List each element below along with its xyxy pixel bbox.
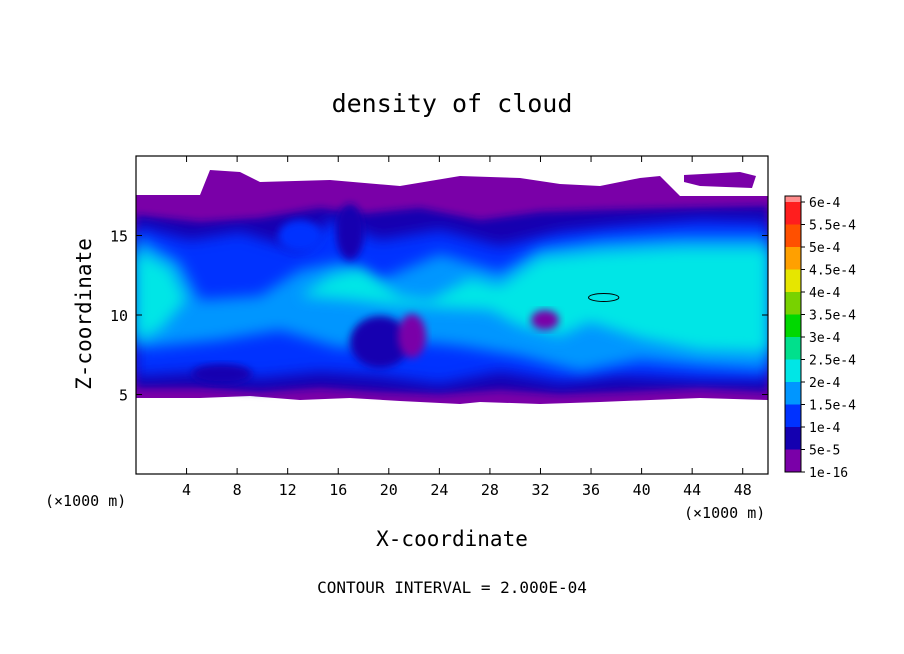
colorbar-label: 3.5e-4 — [809, 309, 856, 324]
chart-title: density of cloud — [332, 89, 573, 118]
colorbar-label: 4.5e-4 — [809, 264, 856, 279]
colorbar-swatch — [785, 359, 801, 382]
colorbar-swatch — [785, 427, 801, 450]
colorbar-label: 4e-4 — [809, 286, 840, 301]
x-tick-label: 36 — [582, 481, 600, 499]
x-tick-label: 28 — [481, 481, 499, 499]
colorbar-label: 2e-4 — [809, 376, 840, 391]
colorbar-label: 6e-4 — [809, 196, 840, 211]
colorbar-swatch — [785, 269, 801, 292]
x-unit-right: (×1000 m) — [684, 504, 765, 522]
core-contour-line — [588, 293, 620, 302]
y-tick-label: 10 — [110, 307, 128, 325]
colorbar-swatch — [785, 337, 801, 360]
eddy — [192, 364, 252, 384]
colorbar-label: 1e-4 — [809, 421, 840, 436]
x-tick-label: 20 — [380, 481, 398, 499]
colorbar-swatch-top — [785, 196, 801, 202]
colorbar-label: 5e-5 — [809, 444, 840, 459]
x-axis: 4 8 12 16 20 24 28 32 36 40 44 48 — [182, 156, 752, 499]
colorbar-label: 1e-16 — [809, 466, 848, 481]
cloud-density-field — [136, 156, 768, 474]
colorbar-swatch — [785, 449, 801, 472]
x-unit-left: (×1000 m) — [45, 492, 126, 510]
x-tick-label: 44 — [683, 481, 701, 499]
cloud-layer-2e-4 — [136, 248, 768, 352]
colorbar-swatch — [785, 314, 801, 337]
eddy — [336, 204, 364, 260]
colorbar: 1e-16 5e-5 1e-4 1.5e-4 2e-4 2.5e-4 3e-4 3.5e-4 4… — [784, 195, 856, 481]
x-tick-label: 24 — [430, 481, 448, 499]
colorbar-label: 1.5e-4 — [809, 399, 856, 414]
y-axis: 5 10 15 — [110, 228, 768, 405]
colorbar-label: 2.5e-4 — [809, 354, 856, 369]
colorbar-label: 5e-4 — [809, 241, 840, 256]
colorbar-swatch — [785, 382, 801, 405]
x-tick-label: 16 — [329, 481, 347, 499]
eddy — [350, 316, 410, 368]
x-tick-label: 4 — [182, 481, 191, 499]
x-tick-label: 48 — [734, 481, 752, 499]
eddy — [531, 310, 559, 330]
x-tick-label: 12 — [279, 481, 297, 499]
x-tick-label: 8 — [233, 481, 242, 499]
colorbar-swatch — [785, 202, 801, 225]
colorbar-swatch — [785, 292, 801, 315]
y-axis-label: Z-coordinate — [72, 238, 96, 390]
cloud-top-patch — [684, 172, 756, 188]
x-tick-label: 40 — [633, 481, 651, 499]
contour-interval-note: CONTOUR INTERVAL = 2.000E-04 — [317, 578, 587, 597]
y-tick-label: 15 — [110, 228, 128, 246]
colorbar-swatch — [785, 247, 801, 270]
colorbar-label: 3e-4 — [809, 331, 840, 346]
eddy — [278, 220, 322, 252]
x-tick-label: 32 — [531, 481, 549, 499]
colorbar-swatch — [785, 404, 801, 427]
y-tick-label: 5 — [119, 387, 128, 405]
colorbar-label: 5.5e-4 — [809, 219, 856, 234]
eddy — [398, 314, 426, 358]
x-axis-label: X-coordinate — [376, 527, 528, 551]
colorbar-swatch — [785, 224, 801, 247]
colorbar-frame — [784, 195, 802, 473]
